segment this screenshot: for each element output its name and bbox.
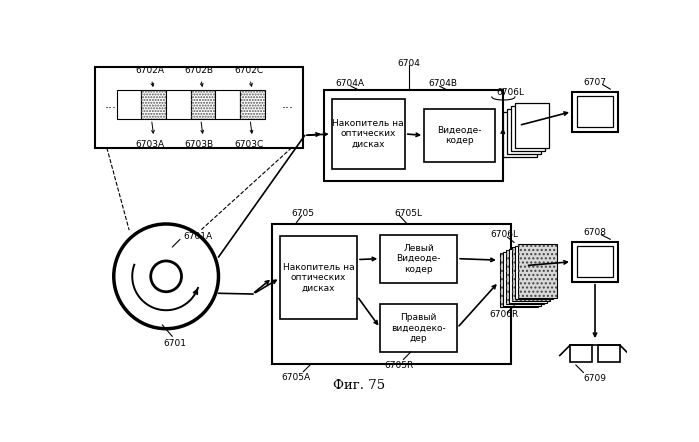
Bar [572,242,618,282]
Text: 6706L: 6706L [490,230,518,239]
Text: 6702B: 6702B [185,65,214,75]
Bar [515,246,554,299]
Bar [273,224,511,364]
Bar [512,247,550,301]
Text: 6705L: 6705L [394,209,422,218]
Text: Видеоде-
кодер: Видеоде- кодер [438,126,482,145]
Bar [166,90,191,119]
Bar [503,112,538,157]
Bar [577,246,613,277]
Bar [572,91,618,132]
Text: 6705R: 6705R [385,361,414,370]
Bar [507,109,541,154]
Bar [240,90,265,119]
Text: 6708: 6708 [584,228,607,237]
Bar [380,304,457,352]
Bar [518,244,556,298]
Text: 6703A: 6703A [136,140,164,149]
Bar [512,247,550,301]
Text: Фиг. 75: Фиг. 75 [333,379,384,392]
Bar [95,67,303,148]
Text: 6704B: 6704B [428,80,457,88]
Text: Накопитель на
оптических
дисках: Накопитель на оптических дисках [333,119,404,149]
Bar [503,251,541,305]
Bar [518,244,556,298]
Bar [191,90,215,119]
Bar [380,235,457,282]
Text: 6706L: 6706L [496,88,524,97]
Bar [598,345,619,362]
Text: 6703C: 6703C [234,140,263,149]
Text: 6701: 6701 [164,339,187,348]
Text: ...: ... [105,98,117,111]
Bar [505,250,545,304]
Text: 6703B: 6703B [185,140,214,149]
Bar [141,90,166,119]
Bar [215,90,240,119]
Text: 6704: 6704 [397,58,420,68]
Bar [117,90,141,119]
Bar [141,90,166,119]
Bar [509,248,547,302]
Bar [577,96,613,127]
Bar [505,250,545,304]
Bar [500,253,538,307]
Text: 6704A: 6704A [336,80,364,88]
Text: 6702C: 6702C [234,65,263,75]
Text: 6701A: 6701A [183,232,212,241]
Bar [324,90,503,181]
Bar [570,345,592,362]
Text: Левый
Видеоде-
кодер: Левый Видеоде- кодер [396,244,441,274]
Bar [515,103,549,148]
Text: 6705A: 6705A [281,373,310,382]
Text: 6702A: 6702A [136,65,164,75]
Bar [511,106,545,151]
Text: Накопитель на
оптических
дисках: Накопитель на оптических дисках [283,263,354,293]
Text: 6706R: 6706R [489,310,519,319]
Bar [500,253,538,307]
Bar [191,90,215,119]
Bar [424,109,495,162]
Text: 6707: 6707 [584,78,607,87]
Bar [280,236,357,320]
Text: Правый
видеодеко-
дер: Правый видеодеко- дер [391,313,446,343]
Bar [331,99,405,168]
Text: 6705: 6705 [291,209,315,218]
Text: ...: ... [282,98,294,111]
Bar [240,90,265,119]
Text: 6709: 6709 [584,374,607,383]
